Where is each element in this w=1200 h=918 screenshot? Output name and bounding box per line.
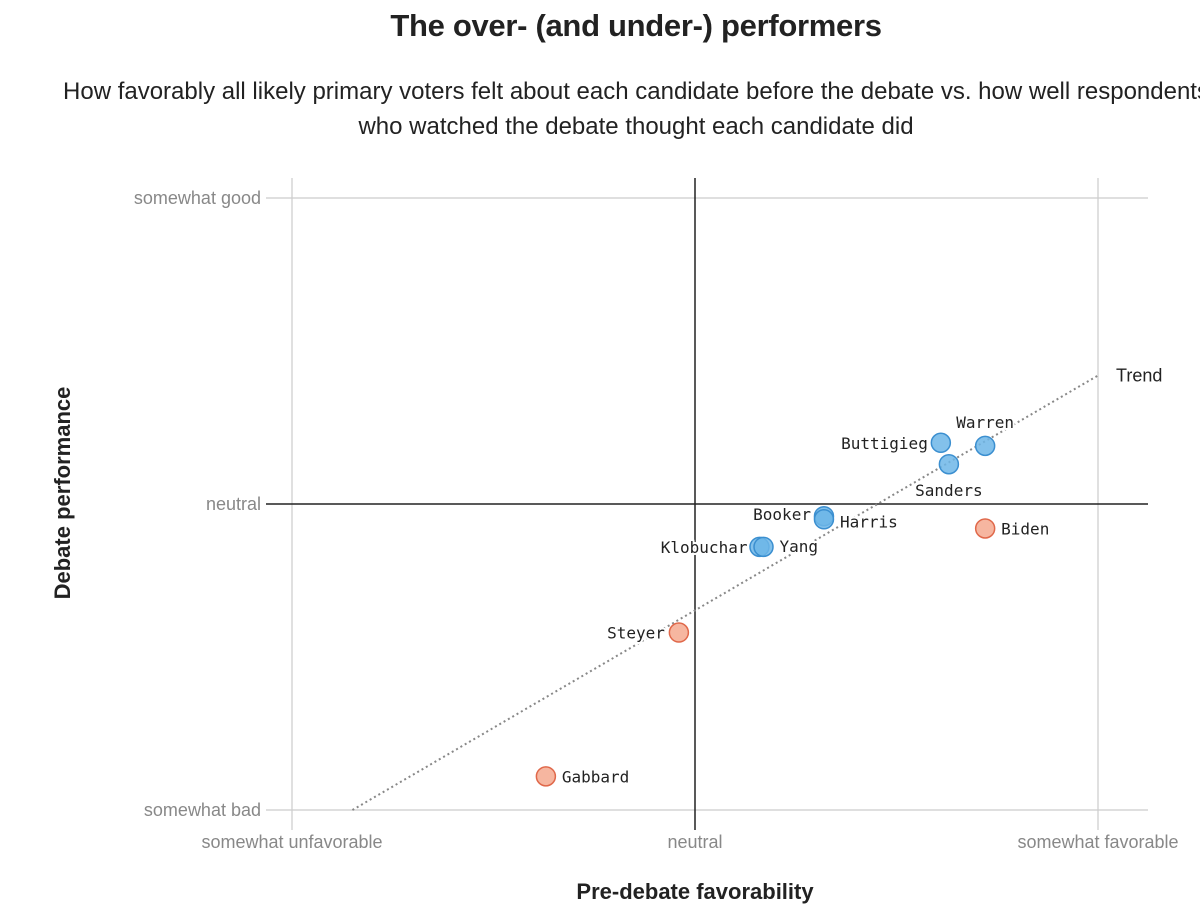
- point-sanders: [938, 453, 960, 475]
- trend-line: [351, 374, 1099, 811]
- axis-layer: somewhat unfavorable neutral somewhat favo…: [134, 178, 1179, 852]
- point-buttigieg: [930, 432, 952, 454]
- point-layer: [535, 432, 996, 787]
- point-warren: [974, 435, 996, 457]
- point-label-harris: Harris: [840, 512, 898, 531]
- point-label-biden: Biden: [1001, 519, 1049, 538]
- grid-layer: [266, 178, 1148, 830]
- point-label-gabbard: Gabbard: [562, 767, 629, 786]
- point-label-sanders: Sanders: [915, 481, 982, 500]
- chart-subtitle: How favorably all likely primary voters …: [63, 78, 1200, 140]
- point-steyer: [668, 622, 690, 643]
- point-label-klobuchar: Klobuchar: [661, 538, 748, 557]
- x-axis-title: Pre-debate favorability: [576, 879, 814, 904]
- y-axis-title: Debate performance: [50, 387, 75, 600]
- label-layer: Warren Buttigieg Sanders Booker Harris Klobuc…: [560, 411, 1051, 788]
- point-biden: [974, 518, 996, 539]
- point-label-booker: Booker: [753, 505, 811, 524]
- point-gabbard: [535, 766, 557, 787]
- chart-title: The over- (and under-) performers: [390, 8, 882, 43]
- point-harris: [813, 509, 835, 530]
- y-tick-label: neutral: [206, 494, 261, 514]
- trend-label: Trend: [1116, 365, 1162, 385]
- point-label-warren: Warren: [956, 413, 1014, 432]
- point-label-steyer: Steyer: [607, 624, 665, 643]
- y-tick-label: somewhat good: [134, 188, 261, 208]
- x-tick-label: somewhat unfavorable: [201, 832, 382, 852]
- x-tick-label: somewhat favorable: [1017, 832, 1178, 852]
- point-yang: [753, 536, 774, 558]
- trend-layer: Trend: [351, 365, 1162, 811]
- point-label-buttigieg: Buttigieg: [841, 434, 928, 453]
- point-label-yang: Yang: [780, 537, 819, 556]
- y-tick-label: somewhat bad: [144, 800, 261, 820]
- x-tick-label: neutral: [667, 832, 722, 852]
